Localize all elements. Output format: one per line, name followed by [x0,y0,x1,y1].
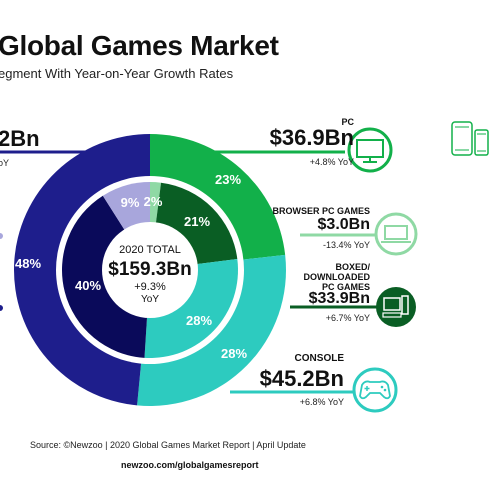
inner-label-smartphone: 40% [75,278,101,293]
left-cut-marker-top [0,233,3,239]
pc-value: $36.9Bn [269,125,354,150]
boxed-name-line-2: DOWNLOADED [303,272,371,282]
page-subtitle: egment With Year-on-Year Growth Rates [0,66,234,81]
mobile-growth: oY [0,158,10,168]
boxed-value: $33.9Bn [308,290,370,307]
browser-segment-name: BROWSER PC GAMES [272,206,370,216]
source-note: Source: ©Newzoo | 2020 Global Games Mark… [30,440,306,450]
boxed-name-line-1: BOXED/ [335,262,370,272]
connector-lines [0,150,380,394]
console-growth: +6.8% YoY [299,397,344,407]
browser-value: $3.0Bn [317,216,370,233]
desktop-pc-icon [376,287,416,327]
console-segment-name: CONSOLE [294,353,344,364]
center-total: 2020 TOTAL $159.3Bn +9.3% YoY [108,244,191,305]
source-url: newzoo.com/globalgamesreport [121,460,259,470]
boxed-growth: +6.7% YoY [325,313,370,323]
boxed-segment-name: BOXED/ DOWNLOADED PC GAMES [304,262,371,292]
mobile-devices-icon [451,121,489,156]
gamepad-icon [352,367,398,413]
pc-growth: +4.8% YoY [309,157,354,167]
inner-label-boxed: 21% [184,214,210,229]
left-cut-marker-bottom [0,305,3,311]
center-hole [102,222,198,318]
page-title: Global Games Market [0,30,279,61]
inner-label-tablet: 9% [121,195,140,210]
center-total-value: $159.3Bn [108,259,191,280]
outer-label-mobile: 48% [15,256,41,271]
inner-label-console: 28% [186,313,212,328]
outer-label-console: 28% [221,346,247,361]
center-total-growth: +9.3% [134,281,166,293]
ring-labels: 48% 23% 28% 40% 9% 2% 21% 28% [15,172,247,361]
boxed-name-line-3: PC GAMES [321,282,370,292]
browser-growth: -13.4% YoY [322,240,370,250]
monitor-icon [347,127,393,173]
console-value: $45.2Bn [259,366,344,391]
outer-label-pc: 23% [215,172,241,187]
pc-segment-name: PC [341,117,354,127]
laptop-icon [374,212,418,256]
center-total-label: 2020 TOTAL [119,244,181,256]
inner-label-browser: 2% [144,194,163,209]
mobile-value: 2Bn [0,126,40,151]
center-total-growth-unit: YoY [141,294,159,305]
